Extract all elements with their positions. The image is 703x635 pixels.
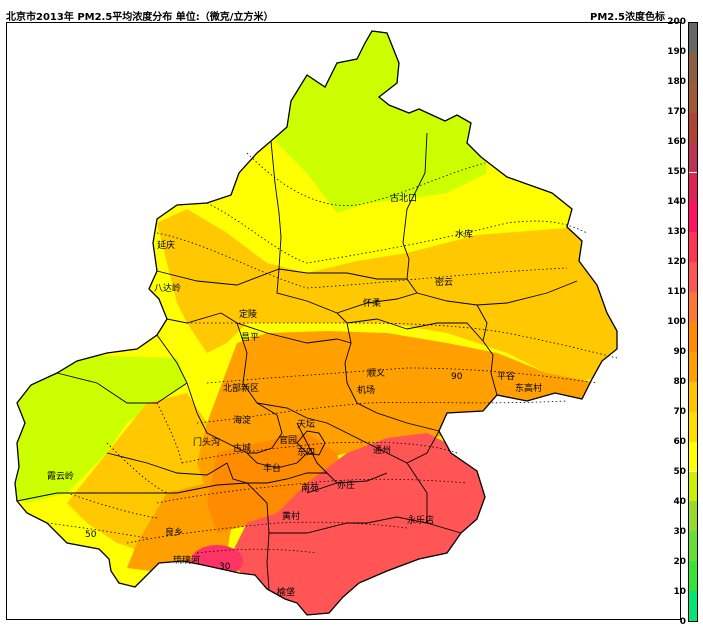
label-beibuxinqu: 北部新区 [223, 382, 259, 394]
colorbar-tick-label: 10 [673, 587, 686, 597]
colorbar-segment [689, 112, 697, 143]
label-changping: 昌平 [241, 332, 259, 343]
colorbar-segment [689, 232, 697, 263]
label-pinggu: 平谷 [497, 371, 515, 382]
contour-lines [46, 152, 618, 554]
label-huairou: 怀柔 [363, 297, 381, 309]
colorbar [688, 22, 698, 622]
colorbar-segment [689, 501, 697, 532]
colorbar-segment [689, 82, 697, 113]
label-jichang: 机场 [357, 384, 375, 396]
colorbar-tick-label: 40 [673, 497, 686, 507]
label-yanqing: 延庆 [157, 239, 175, 251]
label-shuiku: 水库 [455, 228, 473, 240]
label-liangxiang: 良乡 [165, 526, 183, 538]
colorbar-segment [689, 381, 697, 412]
colorbar-segment [689, 52, 697, 83]
colorbar-tick-label: 150 [667, 167, 686, 177]
colorbar-tick-label: 180 [667, 77, 686, 87]
label-fengtai: 丰台 [263, 462, 281, 474]
label-nanyuan: 南苑 [301, 482, 319, 494]
label-mentougou: 门头沟 [193, 436, 220, 448]
colorbar-tick-label: 160 [667, 137, 686, 147]
label-liulihe: 琉璃河 [173, 554, 200, 566]
label-tiantan: 天坛 [297, 419, 315, 430]
colorbar-segment [689, 23, 697, 53]
colorbar-tick-label: 170 [667, 107, 686, 117]
label-contour-30: 30 [219, 562, 231, 572]
colorbar-segment [689, 531, 697, 562]
label-miyun: 密云 [435, 276, 453, 288]
legend-title: PM2.5浓度色标 [590, 12, 665, 23]
colorbar-tick-label: 50 [673, 467, 686, 477]
colorbar-segment [689, 351, 697, 382]
colorbar-segment [689, 591, 697, 621]
label-huangcun: 黄村 [282, 510, 300, 522]
label-donghuan: 东四 [297, 446, 315, 458]
label-donggaocun: 东高村 [515, 382, 542, 394]
colorbar-tick-label: 110 [667, 287, 686, 297]
colorbar-tick-label: 0 [679, 617, 686, 627]
beijing-map: 延庆 八达岭 定陵 昌平 怀柔 密云 古北口 水库 顺义 机场 平谷 东高村 北… [14, 30, 618, 616]
label-dingling: 定陵 [239, 308, 257, 320]
colorbar-tick-label: 80 [673, 377, 686, 387]
label-tanghekou: 古北口 [390, 192, 417, 204]
colorbar-tick-label: 200 [667, 17, 686, 27]
colorbar-tick-label: 100 [667, 317, 686, 327]
colorbar-segment [689, 441, 697, 472]
label-contour-90: 90 [451, 372, 463, 382]
colorbar-tick-label: 30 [673, 527, 686, 537]
colorbar-tick-label: 90 [673, 347, 686, 357]
label-yizhuang: 亦庄 [337, 479, 355, 491]
colorbar-segment [689, 411, 697, 442]
label-haidian: 海淀 [233, 414, 251, 426]
colorbar-tick-label: 120 [667, 257, 686, 267]
colorbar-segment [689, 322, 697, 352]
label-tongzhou: 通州 [373, 445, 391, 456]
label-shunyi: 顺义 [367, 368, 385, 379]
colorbar-segment [689, 471, 697, 502]
label-badaling: 八达岭 [154, 282, 181, 294]
label-contour-50: 50 [85, 530, 97, 540]
colorbar-tick-label: 190 [667, 47, 686, 57]
label-yongledian: 永乐店 [407, 514, 434, 526]
label-guanyuan: 官园 [279, 434, 297, 446]
station-labels: 延庆 八达岭 定陵 昌平 怀柔 密云 古北口 水库 顺义 机场 平谷 东高村 北… [47, 192, 542, 598]
colorbar-segment [689, 262, 697, 293]
district-borders [14, 30, 618, 616]
colorbar-tick-label: 60 [673, 437, 686, 447]
colorbar-segment [689, 142, 697, 173]
colorbar-segment [689, 561, 697, 592]
colorbar-tick-label: 140 [667, 197, 686, 207]
colorbar-tick-label: 130 [667, 227, 686, 237]
label-xiaoyunling: 霞云岭 [47, 470, 74, 482]
colorbar-segment [689, 172, 697, 203]
map-title: 北京市2013年 PM2.5平均浓度分布 单位:（微克/立方米） [6, 12, 274, 23]
colorbar-tick-label: 70 [673, 407, 686, 417]
colorbar-tick-label: 20 [673, 557, 686, 567]
colorbar-segment [689, 292, 697, 322]
label-shijingshan: 古城 [233, 442, 251, 454]
map-frame: 延庆 八达岭 定陵 昌平 怀柔 密云 古北口 水库 顺义 机场 平谷 东高村 北… [6, 22, 681, 620]
colorbar-segment [689, 202, 697, 233]
concentration-fill [15, 31, 617, 615]
label-yufa: 榆垡 [277, 586, 295, 598]
